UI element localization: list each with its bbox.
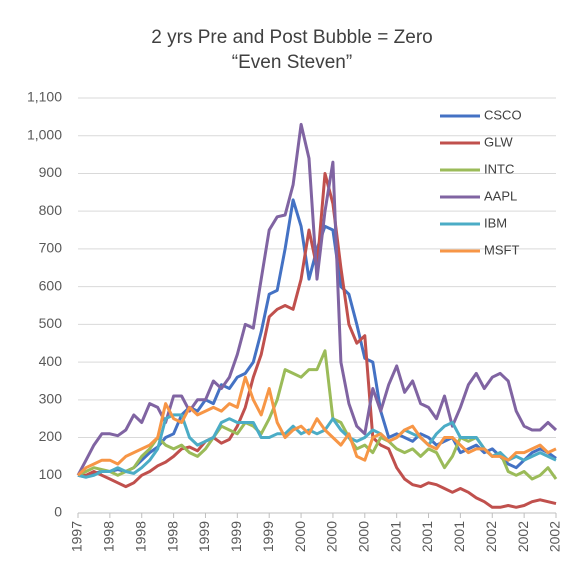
- x-tick-label: 1998: [164, 521, 180, 552]
- x-tick-label: 2001: [387, 521, 403, 552]
- legend-label: INTC: [484, 161, 514, 176]
- x-tick-label: 1998: [132, 521, 148, 552]
- x-tick-label: 2000: [292, 521, 308, 552]
- y-tick-label: 1,000: [27, 126, 62, 142]
- y-tick-label: 0: [54, 504, 62, 520]
- x-tick-label: 1999: [196, 521, 212, 552]
- legend-label: CSCO: [484, 107, 522, 122]
- x-tick-label: 2001: [419, 521, 435, 552]
- y-tick-label: 600: [39, 277, 63, 293]
- y-tick-label: 1,100: [27, 89, 62, 105]
- x-tick-label: 1997: [69, 521, 85, 552]
- legend-label: MSFT: [484, 242, 519, 257]
- y-tick-label: 500: [39, 315, 63, 331]
- y-tick-label: 900: [39, 164, 63, 180]
- legend-label: AAPL: [484, 188, 517, 203]
- x-tick-label: 2001: [451, 521, 467, 552]
- x-tick-label: 2000: [356, 521, 372, 552]
- chart-title: 2 yrs Pre and Post Bubble = Zero: [151, 27, 432, 48]
- y-tick-label: 400: [39, 353, 63, 369]
- x-tick-label: 1999: [228, 521, 244, 552]
- x-tick-label: 1998: [101, 521, 117, 552]
- x-tick-label: 2002: [515, 521, 531, 552]
- series-line: [77, 413, 557, 479]
- y-tick-label: 700: [39, 240, 63, 256]
- y-tick-label: 200: [39, 428, 63, 444]
- series-line: [76, 122, 558, 477]
- y-tick-label: 300: [39, 391, 63, 407]
- x-tick-label: 1999: [260, 521, 276, 552]
- x-tick-label: 2000: [324, 521, 340, 552]
- y-tick-label: 800: [39, 202, 63, 218]
- chart-subtitle: “Even Steven”: [232, 52, 352, 73]
- legend-label: IBM: [484, 215, 507, 230]
- y-tick-label: 100: [39, 466, 63, 482]
- x-tick-label: 2002: [483, 521, 499, 552]
- x-tick-label: 2002: [547, 521, 563, 552]
- legend-label: GLW: [484, 134, 513, 149]
- series-line: [76, 375, 557, 477]
